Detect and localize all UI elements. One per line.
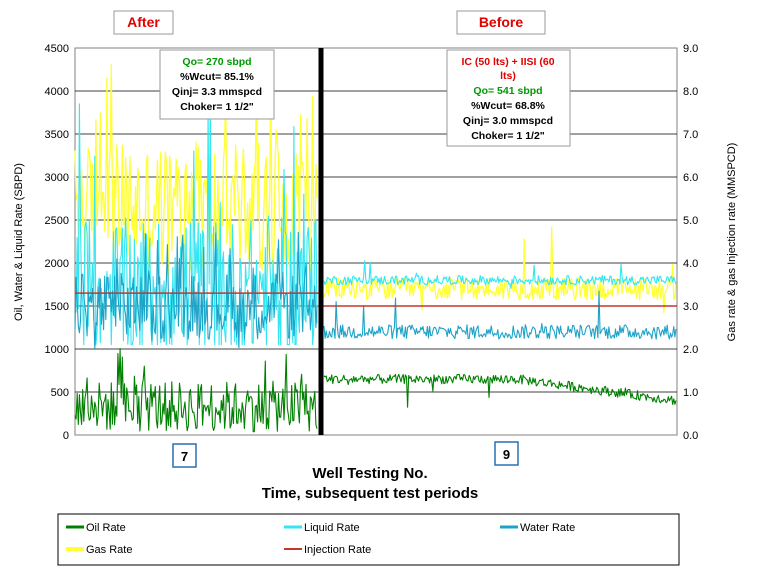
legend-item-oil-rate: Oil Rate — [66, 522, 126, 534]
series-line-oil-rate-before — [323, 373, 677, 408]
before-annotation-line: lts) — [500, 70, 516, 82]
y2-tick-label: 8.0 — [683, 86, 698, 98]
y2-tick-label: 5.0 — [683, 215, 698, 227]
legend-label: Injection Rate — [304, 544, 371, 556]
y2-tick-label: 4.0 — [683, 258, 698, 270]
y2-tick-label: 1.0 — [683, 387, 698, 399]
y2-tick-label: 9.0 — [683, 43, 698, 55]
before-annotation: IC (50 lts) + IISI (60 lts) Qo= 541 sbpd… — [446, 49, 571, 147]
series-line-oil-rate-after — [74, 348, 318, 433]
y-tick-label: 3500 — [45, 129, 69, 141]
test-7-label: 7 — [181, 449, 188, 464]
series-line-water-rate-before — [323, 290, 677, 340]
gridlines — [75, 90, 677, 393]
y2-axis-title: Gas rate & gas Injection rate (MMSPCD) — [726, 143, 738, 342]
x-axis-title: Well Testing No. — [312, 465, 427, 482]
legend-label: Oil Rate — [86, 522, 126, 534]
y-axis-ticks: 0 500 1000 1500 2000 2500 3000 3500 4000 4500 — [45, 43, 69, 442]
y2-tick-label: 7.0 — [683, 129, 698, 141]
after-label: After — [127, 14, 160, 30]
y2-tick-label: 0.0 — [683, 430, 698, 442]
legend-item-water-rate: Water Rate — [500, 522, 575, 534]
before-annotation-line: Qinj= 3.0 mmspcd — [463, 115, 553, 127]
legend-item-gas-rate: Gas Rate — [66, 544, 132, 556]
y-tick-label: 0 — [63, 430, 69, 442]
legend-label: Liquid Rate — [304, 522, 360, 534]
before-label-box — [456, 10, 546, 35]
series-layer — [74, 63, 677, 433]
y2-axis-ticks: 0.0 1.0 2.0 3.0 4.0 5.0 6.0 7.0 8.0 9.0 — [683, 43, 698, 442]
legend-item-injection-rate: Injection Rate — [284, 544, 371, 556]
test-9-box — [494, 441, 519, 466]
series-line-gas-rate-after — [74, 63, 318, 278]
before-label: Before — [479, 14, 524, 30]
series-line-liquid-rate-before — [323, 260, 677, 289]
y2-tick-label: 6.0 — [683, 172, 698, 184]
legend-item-liquid-rate: Liquid Rate — [284, 522, 360, 534]
series-line-gas-rate-before — [323, 226, 677, 314]
before-annotation-line: Qo= 541 sbpd — [473, 85, 542, 97]
after-annotation-line: Qo= 270 sbpd — [182, 56, 251, 68]
y-tick-label: 1500 — [45, 301, 69, 313]
y-tick-label: 1000 — [45, 344, 69, 356]
y-tick-label: 4000 — [45, 86, 69, 98]
legend-label: Gas Rate — [86, 544, 132, 556]
test-9-label: 9 — [503, 447, 510, 462]
y-tick-label: 3000 — [45, 172, 69, 184]
y-tick-label: 500 — [51, 387, 69, 399]
legend-label: Water Rate — [520, 522, 575, 534]
y2-tick-label: 3.0 — [683, 301, 698, 313]
before-annotation-line: IC (50 lts) + IISI (60 — [461, 56, 554, 68]
y-axis-title: Oil, Water & Liquid Rate (SBPD) — [13, 163, 25, 321]
after-annotation-line: Qinj= 3.3 mmspcd — [172, 86, 262, 98]
after-annotation: Qo= 270 sbpd %Wcut= 85.1% Qinj= 3.3 mmsp… — [159, 49, 275, 120]
test-7-box — [172, 443, 197, 468]
series-line-liquid-rate-after — [74, 90, 318, 346]
before-annotation-line: Choker= 1 1/2" — [471, 130, 545, 142]
y2-tick-label: 2.0 — [683, 344, 698, 356]
y-tick-label: 2000 — [45, 258, 69, 270]
after-label-box — [113, 10, 174, 35]
legend-box — [57, 513, 680, 566]
series-line-water-rate-after — [74, 231, 318, 350]
after-annotation-line: Choker= 1 1/2" — [180, 101, 254, 113]
y-tick-label: 4500 — [45, 43, 69, 55]
after-annotation-line: %Wcut= 85.1% — [180, 71, 254, 83]
before-annotation-line: %Wcut= 68.8% — [471, 100, 545, 112]
y-tick-label: 2500 — [45, 215, 69, 227]
x-axis-subtitle: Time, subsequent test periods — [262, 485, 478, 502]
